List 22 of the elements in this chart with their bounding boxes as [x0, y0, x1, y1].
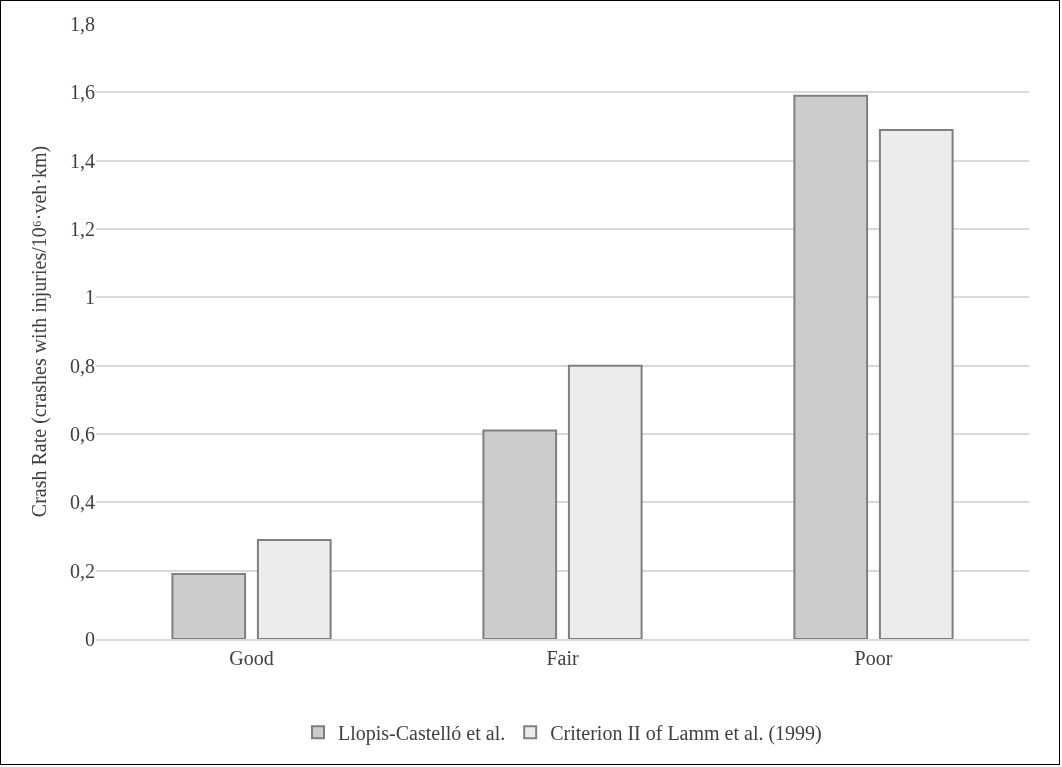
legend-label: Criterion II of Lamm et al. (1999): [550, 722, 822, 746]
y-tick-label: 1: [85, 286, 95, 309]
y-tick-label: 0,6: [70, 423, 95, 445]
bar: [171, 573, 247, 639]
y-tick-label: 0,8: [70, 354, 95, 377]
x-tick-label: Fair: [546, 647, 579, 669]
y-tick-label: 0,4: [70, 491, 95, 514]
y-axis-title: Crash Rate (crashes with injuries/10⁶·veh·km): [28, 145, 51, 518]
bar: [878, 128, 954, 639]
x-tick-label: Poor: [854, 647, 893, 669]
y-tick-label: 0: [85, 628, 95, 650]
bar: [256, 538, 332, 639]
bar: [482, 429, 558, 639]
y-tick-label: 0,2: [70, 559, 95, 582]
y-tick-label: 1,4: [70, 149, 95, 172]
x-tick-label: Good: [229, 647, 274, 669]
legend-label: Llopis-Castelló et al.: [338, 722, 506, 746]
y-tick-label: 1,8: [70, 13, 95, 35]
y-tick-label: 1,2: [70, 218, 95, 240]
y-tick-label: 1,6: [70, 81, 95, 104]
bar: [793, 94, 869, 639]
bar: [567, 364, 643, 639]
